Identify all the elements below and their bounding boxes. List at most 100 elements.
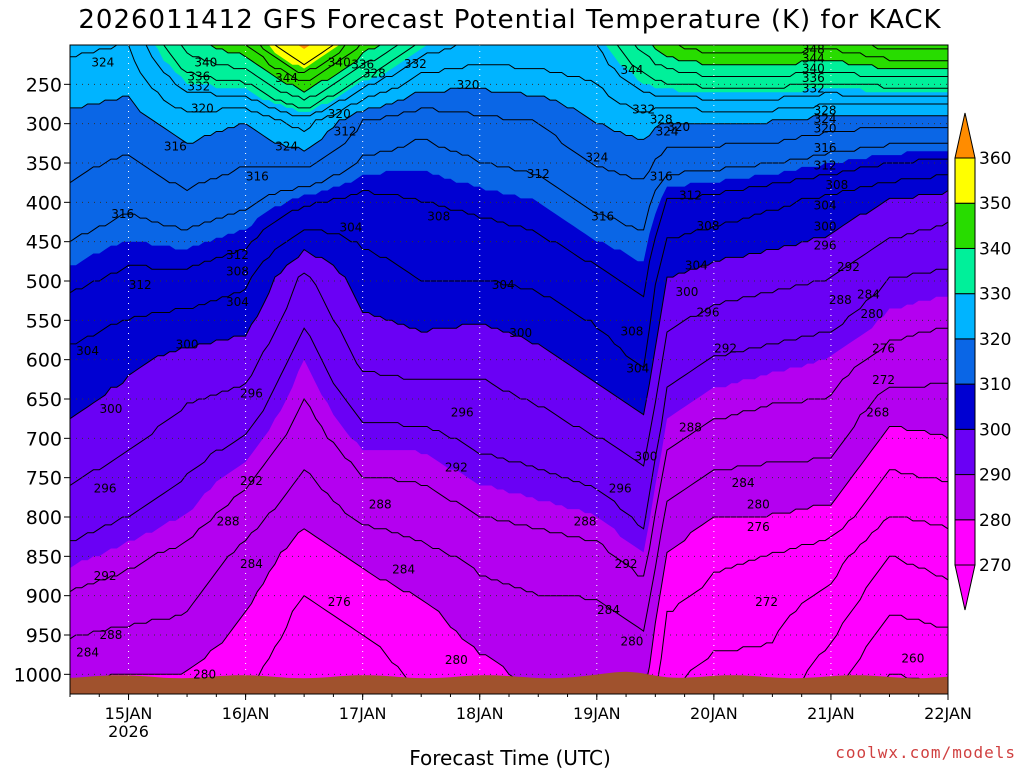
- x-tick-label: 21JAN: [807, 704, 855, 723]
- contour-label: 328: [363, 66, 386, 80]
- contour-label: 300: [814, 220, 837, 234]
- contour-344: [244, 45, 948, 81]
- contour-label: 284: [597, 603, 620, 617]
- colorbar-tick-label: 290: [979, 466, 1011, 486]
- y-tick-label: 950: [26, 625, 62, 647]
- contour-label: 304: [626, 361, 649, 375]
- contour-label: 288: [369, 497, 392, 511]
- contour-label: 296: [697, 305, 720, 319]
- x-axis-label: Forecast Time (UTC): [409, 746, 611, 768]
- contour-label: 304: [76, 344, 99, 358]
- contour-label: 324: [275, 139, 298, 153]
- y-tick-label: 550: [26, 310, 62, 332]
- contour-label: 328: [814, 103, 837, 117]
- contour-label: 332: [187, 80, 210, 94]
- contour-label: 296: [94, 482, 117, 496]
- y-tick-label: 350: [26, 153, 62, 175]
- y-axis: 250 300 350 400 450 500 550 600 650 700 750 800 850 9…: [14, 74, 70, 686]
- contour-296: [70, 221, 948, 486]
- contour-label: 276: [328, 595, 351, 609]
- contour-label: 336: [802, 71, 825, 85]
- contour-label: 340: [194, 55, 217, 69]
- contour-label: 284: [732, 476, 755, 490]
- contour-label: 268: [866, 405, 889, 419]
- contour-label: 320: [191, 102, 214, 116]
- contour-292: [70, 268, 948, 542]
- contour-label: 308: [620, 324, 643, 338]
- y-tick-label: 700: [26, 428, 62, 450]
- contour-label: 340: [802, 62, 825, 76]
- contour-label: 316: [814, 141, 837, 155]
- colorbar-tick-label: 340: [979, 239, 1011, 259]
- band-350: [70, 45, 948, 69]
- colorbar-tick-label: 270: [979, 556, 1011, 576]
- y-tick-label: 900: [26, 586, 62, 608]
- contour-label: 288: [679, 420, 702, 434]
- contour-label: 276: [872, 342, 895, 356]
- contour-288: [70, 327, 948, 593]
- contour-label: 332: [802, 81, 825, 95]
- contour-300: [70, 190, 948, 420]
- contour-label: 300: [100, 402, 123, 416]
- contour-label: 292: [714, 342, 737, 356]
- contour-284: [70, 382, 948, 640]
- y-tick-label: 1000: [14, 664, 62, 686]
- contour-320: [70, 87, 948, 152]
- theta-fill-layer: [70, 45, 948, 694]
- contour-label: 332: [632, 103, 655, 117]
- contour-label: 320: [814, 121, 837, 135]
- colorbar-segment-330: [954, 247, 976, 295]
- contour-label: 296: [240, 386, 263, 400]
- contour-label: 276: [747, 520, 770, 534]
- contour-label: 312: [334, 125, 357, 139]
- contour-336: [180, 45, 948, 101]
- x-tick-label: 18JAN: [456, 704, 504, 723]
- contour-316: [70, 107, 948, 192]
- contour-label: 312: [679, 188, 702, 202]
- contour-332: [162, 45, 948, 109]
- contour-304: [70, 174, 948, 369]
- y-tick-label: 850: [26, 546, 62, 568]
- terrain-fill: [70, 671, 948, 694]
- colorbar-tick-label: 330: [979, 285, 1011, 305]
- y-tick-label: 450: [26, 232, 62, 254]
- contour-label: 292: [94, 569, 117, 583]
- contour-label: 296: [609, 482, 632, 496]
- colorbar-segment-280: [954, 474, 976, 521]
- contour-label: 284: [857, 287, 880, 301]
- colorbar-segment-300: [954, 383, 976, 430]
- contour-label: 292: [837, 260, 860, 274]
- contour-label: 312: [226, 248, 249, 262]
- contour-label: 320: [457, 78, 480, 92]
- x-tick-label: 15JAN: [105, 704, 153, 723]
- chart-title: 2026011412 GFS Forecast Potential Temper…: [78, 5, 941, 35]
- y-tick-label: 300: [26, 114, 62, 136]
- contour-324: [70, 45, 948, 133]
- contour-label: 308: [427, 209, 450, 223]
- colorbar-segment-340: [954, 202, 976, 249]
- contour-label: 280: [445, 653, 468, 667]
- colorbar-below-triangle: [954, 564, 976, 611]
- contour-label: 304: [685, 258, 708, 272]
- contour-312: [70, 138, 948, 243]
- contour-308: [70, 158, 948, 298]
- contour-label: 316: [164, 139, 187, 153]
- colorbar-above-triangle: [954, 112, 976, 159]
- x-tick-label: 22JAN: [924, 704, 972, 723]
- contour-328: [145, 45, 948, 117]
- contour-label: 260: [901, 652, 924, 666]
- contour-label: 288: [100, 628, 123, 642]
- x-tick-label: 17JAN: [339, 704, 387, 723]
- y-tick-label: 800: [26, 507, 62, 529]
- contour-label: 312: [814, 158, 837, 172]
- contour-label: 324: [656, 125, 679, 139]
- colorbar-tick-label: 310: [979, 375, 1011, 395]
- contour-label: 328: [650, 113, 673, 127]
- contour-label: 312: [527, 167, 550, 181]
- x-tick-sublabel: 2026: [108, 722, 149, 741]
- contour-label: 300: [176, 338, 199, 352]
- x-tick-label: 16JAN: [222, 704, 270, 723]
